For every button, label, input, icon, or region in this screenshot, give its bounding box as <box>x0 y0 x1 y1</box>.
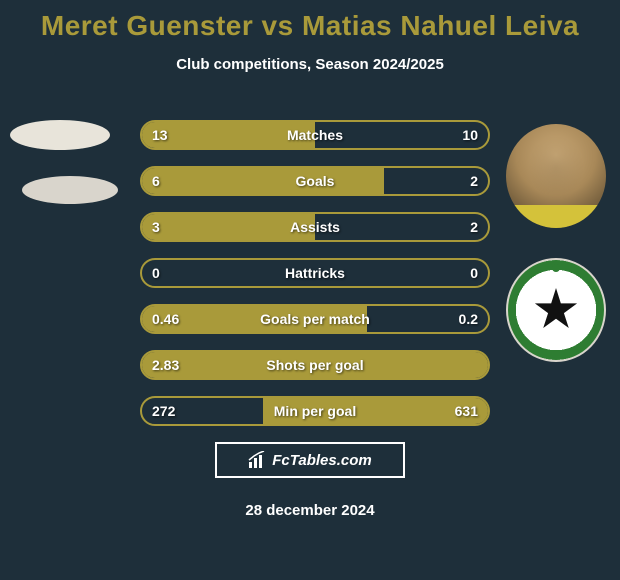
stat-row: 0.46Goals per match0.2 <box>140 304 490 334</box>
stat-label: Matches <box>142 122 488 148</box>
stat-label: Min per goal <box>142 398 488 424</box>
stat-label: Shots per goal <box>142 352 488 378</box>
stat-label: Hattricks <box>142 260 488 286</box>
stat-value-right: 10 <box>462 122 478 148</box>
stat-row: 3Assists2 <box>140 212 490 242</box>
player-right-club-badge <box>506 258 606 362</box>
stat-value-right: 2 <box>470 168 478 194</box>
player-left-club-placeholder <box>22 176 118 204</box>
stats-container: 13Matches10 6Goals2 3Assists2 0Hattricks0 0.… <box>140 120 490 442</box>
stat-row: 2.83Shots per goal <box>140 350 490 380</box>
stat-label: Goals <box>142 168 488 194</box>
stat-label: Goals per match <box>142 306 488 332</box>
club-badge-dot-icon <box>552 264 560 272</box>
stat-row: 272Min per goal631 <box>140 396 490 426</box>
subtitle: Club competitions, Season 2024/2025 <box>0 56 620 73</box>
brand-text: FcTables.com <box>272 452 371 469</box>
brand-chart-icon <box>248 451 266 469</box>
page-title: Meret Guenster vs Matias Nahuel Leiva <box>0 0 620 42</box>
stat-row: 13Matches10 <box>140 120 490 150</box>
stat-value-right: 2 <box>470 214 478 240</box>
stat-row: 0Hattricks0 <box>140 258 490 288</box>
date-text: 28 december 2024 <box>0 502 620 519</box>
stat-row: 6Goals2 <box>140 166 490 196</box>
stat-value-right: 0.2 <box>459 306 478 332</box>
stat-value-right: 0 <box>470 260 478 286</box>
club-badge-star-icon <box>534 288 578 332</box>
player-left-avatar-placeholder-1 <box>10 120 110 150</box>
stat-value-right: 631 <box>455 398 478 424</box>
stat-label: Assists <box>142 214 488 240</box>
player-right-avatar <box>506 124 606 228</box>
brand-box: FcTables.com <box>215 442 405 478</box>
